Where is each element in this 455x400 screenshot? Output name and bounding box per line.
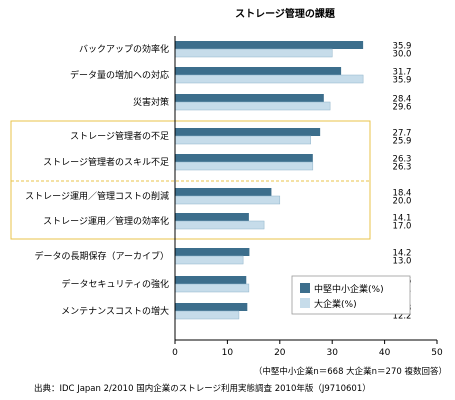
category-label: ストレージ管理者の不足	[70, 130, 169, 142]
bar-sme	[175, 128, 321, 136]
bar-sme	[175, 276, 247, 284]
data-label: 31.7	[393, 68, 412, 78]
category-label: ストレージ管理者のスキル不足	[43, 156, 169, 168]
category-label: メンテナンスコストの増大	[61, 305, 169, 317]
category-label: ストレージ運用／管理の効率化	[43, 215, 169, 227]
data-label: 29.6	[393, 103, 412, 113]
bar-sme	[175, 188, 272, 196]
category-label: データセキュリティの強化	[62, 278, 169, 290]
bar-large	[174, 220, 265, 230]
data-label: 17.0	[393, 222, 412, 232]
legend: 中堅中小企業(%) 大企業(%)	[291, 275, 411, 315]
bar-sme	[175, 248, 250, 256]
category-labels: バックアップの効率化データ量の増加への対応災害対策ストレージ管理者の不足ストレー…	[25, 43, 169, 317]
data-label: 14.2	[393, 249, 412, 259]
data-label: 26.3	[393, 163, 412, 173]
legend-swatch-large	[300, 298, 310, 308]
data-label: 13.0	[393, 257, 412, 267]
category-label: データの長期保存（アーカイブ）	[35, 250, 169, 262]
sample-note: （中堅中小企業n＝668 大企業n＝270 複数回答）	[254, 366, 447, 377]
x-tick-label: 50	[431, 348, 443, 358]
data-label: 20.0	[393, 197, 412, 207]
bar-sme	[175, 303, 248, 311]
category-label: 災害対策	[133, 96, 169, 108]
x-tick-label: 40	[379, 348, 391, 358]
x-tick-label: 0	[172, 348, 178, 358]
legend-swatch-sme	[300, 283, 310, 293]
bar-sme	[175, 154, 313, 162]
bar-large	[174, 283, 250, 293]
bar-large	[174, 310, 240, 320]
chart-title: ストレージ管理の課題	[235, 7, 336, 20]
bar-sme	[175, 41, 364, 49]
bar-large	[174, 161, 314, 171]
data-label: 35.9	[393, 76, 412, 86]
bar-large	[174, 101, 331, 111]
data-label: 26.3	[393, 155, 412, 165]
data-label: 27.7	[393, 129, 412, 139]
data-label: 35.9	[393, 42, 412, 52]
x-axis: 0 10 20 30 40 50	[172, 36, 443, 358]
bar-large	[174, 195, 281, 205]
bar-large	[174, 74, 364, 84]
x-tick-label: 30	[326, 348, 338, 358]
data-label: 25.9	[393, 137, 412, 147]
data-label: 30.0	[393, 50, 412, 60]
bar-sme	[175, 213, 249, 221]
category-label: データ量の増加への対応	[70, 69, 169, 81]
data-label: 12.2	[393, 312, 412, 322]
x-tick-label: 10	[222, 348, 234, 358]
category-label: バックアップの効率化	[79, 43, 169, 55]
data-label: 28.4	[393, 95, 412, 105]
legend-box	[291, 275, 411, 315]
bar-sme	[175, 67, 342, 75]
bar-large	[174, 48, 333, 58]
source-note: 出典：IDC Japan 2/2010 国内企業のストレージ利用実態調査 201…	[34, 383, 371, 394]
bars-layer: 35.930.031.735.928.429.627.725.926.326.3…	[174, 41, 412, 322]
x-tick-label: 20	[274, 348, 286, 358]
data-label: 14.1	[393, 214, 412, 224]
bar-large	[174, 135, 311, 145]
category-label: ストレージ運用／管理コストの削減	[25, 190, 169, 202]
data-label: 18.4	[393, 189, 412, 199]
bar-large	[174, 255, 244, 265]
highlight-box	[10, 120, 371, 240]
bar-sme	[175, 94, 324, 102]
legend-label-large: 大企業(%)	[314, 298, 357, 310]
legend-label-sme: 中堅中小企業(%)	[314, 283, 384, 295]
